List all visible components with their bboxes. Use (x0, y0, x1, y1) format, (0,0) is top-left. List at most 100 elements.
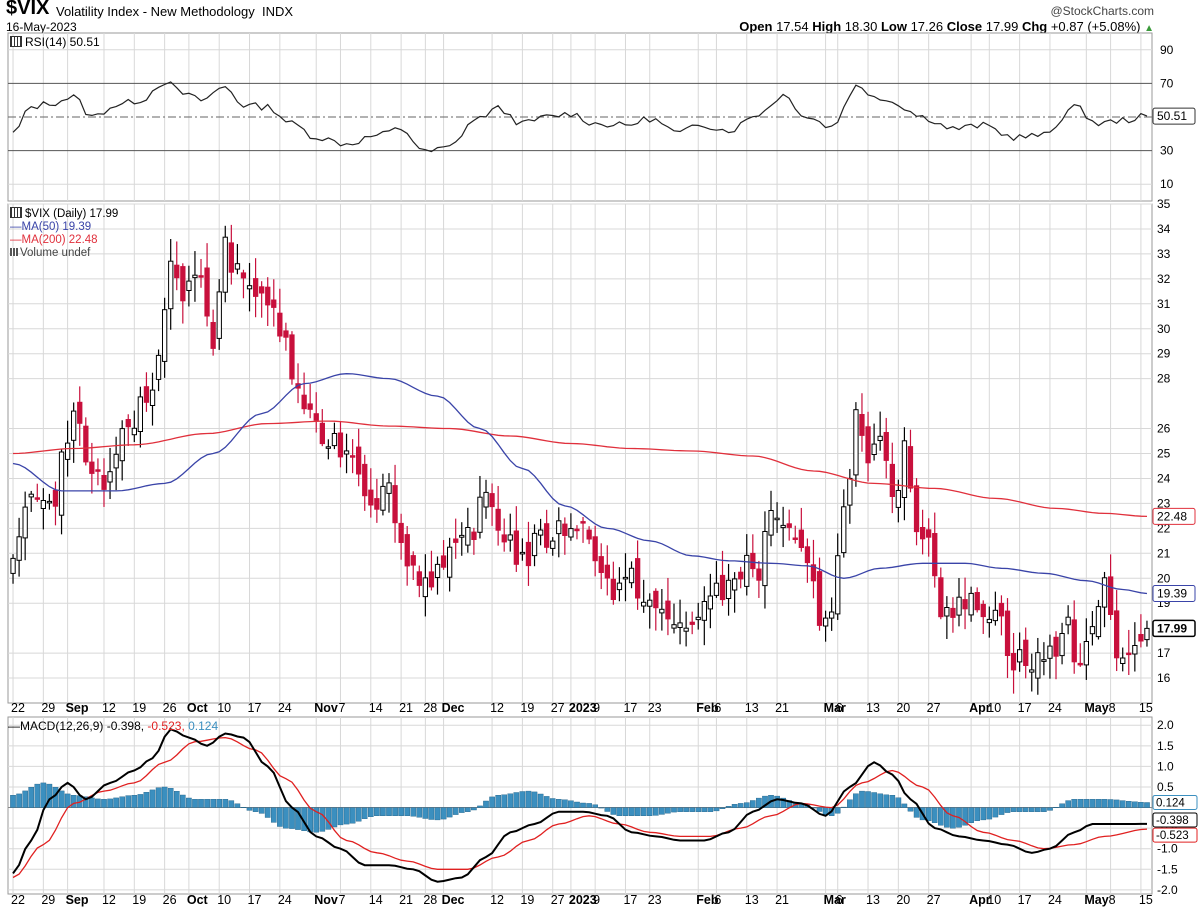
candle (119, 420, 125, 481)
macd-histogram-bar (70, 795, 77, 808)
up-arrow-icon: ▲ (1144, 23, 1154, 34)
candle-body (52, 489, 59, 507)
macd-histogram-bar (246, 807, 253, 811)
candle (568, 513, 574, 541)
candle-body (780, 524, 786, 529)
macd-histogram-bar (762, 795, 768, 808)
candle-body (10, 557, 16, 574)
candle (40, 488, 47, 530)
candle-body (40, 500, 47, 509)
candle-body (368, 489, 374, 506)
candle-body (1059, 633, 1065, 657)
candle (895, 479, 902, 523)
macd-histogram-bar (604, 807, 611, 812)
candle-body (810, 564, 817, 582)
macd-histogram-bar (422, 807, 429, 819)
macd-histogram-bar (750, 800, 756, 808)
candle-body (240, 272, 247, 279)
instrument-name: Volatility Index - New Methodology INDX (56, 4, 293, 19)
macd-histogram-bar (640, 807, 647, 816)
candle-body (926, 529, 932, 538)
macd-histogram-bar (82, 796, 89, 808)
x-axis-label: Dec (442, 893, 465, 907)
x-axis-label: 10 (217, 701, 231, 715)
candle-body (853, 409, 859, 476)
macd-histogram-bar (744, 802, 750, 808)
candle (683, 611, 689, 647)
candle (653, 588, 659, 631)
candle-body (895, 490, 902, 508)
macd-histogram-bar (240, 807, 247, 808)
candle (1126, 629, 1132, 676)
macd-histogram-bar (264, 807, 271, 818)
macd-histogram-bar (1022, 807, 1029, 812)
candle (83, 417, 89, 466)
candle-body (628, 567, 635, 584)
candle (459, 522, 465, 556)
candle (847, 468, 853, 524)
candle-body (107, 471, 113, 483)
candle (938, 567, 944, 620)
x-axis-label: 26 (163, 893, 177, 907)
candle (222, 225, 228, 303)
candle-body (774, 517, 780, 521)
candle-body (422, 577, 429, 598)
candle (986, 606, 993, 638)
candle (926, 518, 932, 557)
candle-body (719, 574, 726, 601)
macd-histogram-bar (143, 792, 150, 808)
macd-histogram-bar (562, 799, 568, 808)
candle (271, 279, 277, 327)
macd-histogram-bar (489, 796, 495, 808)
candle-body (865, 426, 871, 464)
ma200-legend-text: MA(200) 22.48 (21, 234, 98, 246)
price-legend-text: $VIX (Daily) 17.99 (25, 208, 119, 220)
candle-body (398, 522, 404, 544)
x-axis-label: 13 (866, 701, 880, 715)
macd-histogram-bar (950, 807, 956, 829)
x-axis-label: 15 (1139, 701, 1153, 715)
macd-histogram-bar (495, 795, 502, 808)
candle (186, 265, 192, 307)
x-axis-label: 10 (987, 893, 1001, 907)
candle-body (210, 322, 216, 349)
macd-histogram-bar (192, 799, 198, 808)
candle-body (113, 453, 119, 469)
candle (610, 561, 617, 605)
candle-body (792, 537, 798, 540)
close-last-value-label: 17.99 (1157, 621, 1187, 635)
candle (604, 545, 611, 596)
macd-histogram-bar (695, 807, 702, 812)
candle-body (713, 582, 720, 596)
macd-histogram-bar (525, 790, 532, 808)
macd-signal-line (12, 736, 1148, 879)
macd-histogram-bar (22, 790, 29, 808)
price-tick-label: 33 (1157, 247, 1171, 261)
candle-body (1138, 634, 1144, 642)
candle-body (653, 590, 659, 609)
candle (732, 572, 738, 613)
macd-histogram-bar (28, 787, 35, 808)
candle (277, 288, 283, 343)
candle-body (732, 578, 738, 591)
candle-body (525, 541, 532, 567)
candle-body (174, 264, 180, 279)
candle (325, 439, 332, 460)
x-axis-label: 28 (423, 701, 437, 715)
candle (265, 277, 271, 326)
candle (1023, 627, 1029, 679)
macd-histogram-bar (1101, 799, 1108, 808)
signal-legend-value: -0.523, (147, 719, 185, 733)
macd-histogram-bar (938, 807, 944, 826)
ma50-last-value-label: 19.39 (1157, 586, 1187, 600)
candle (980, 600, 986, 634)
macd-histogram-bar (125, 795, 132, 808)
x-axis-label: 17 (248, 701, 262, 715)
macd-histogram-bar (865, 791, 871, 808)
candle (616, 567, 623, 602)
candle (1077, 643, 1083, 667)
candle (725, 563, 732, 616)
candle (1004, 598, 1011, 679)
x-axis-label: 6 (714, 893, 721, 907)
